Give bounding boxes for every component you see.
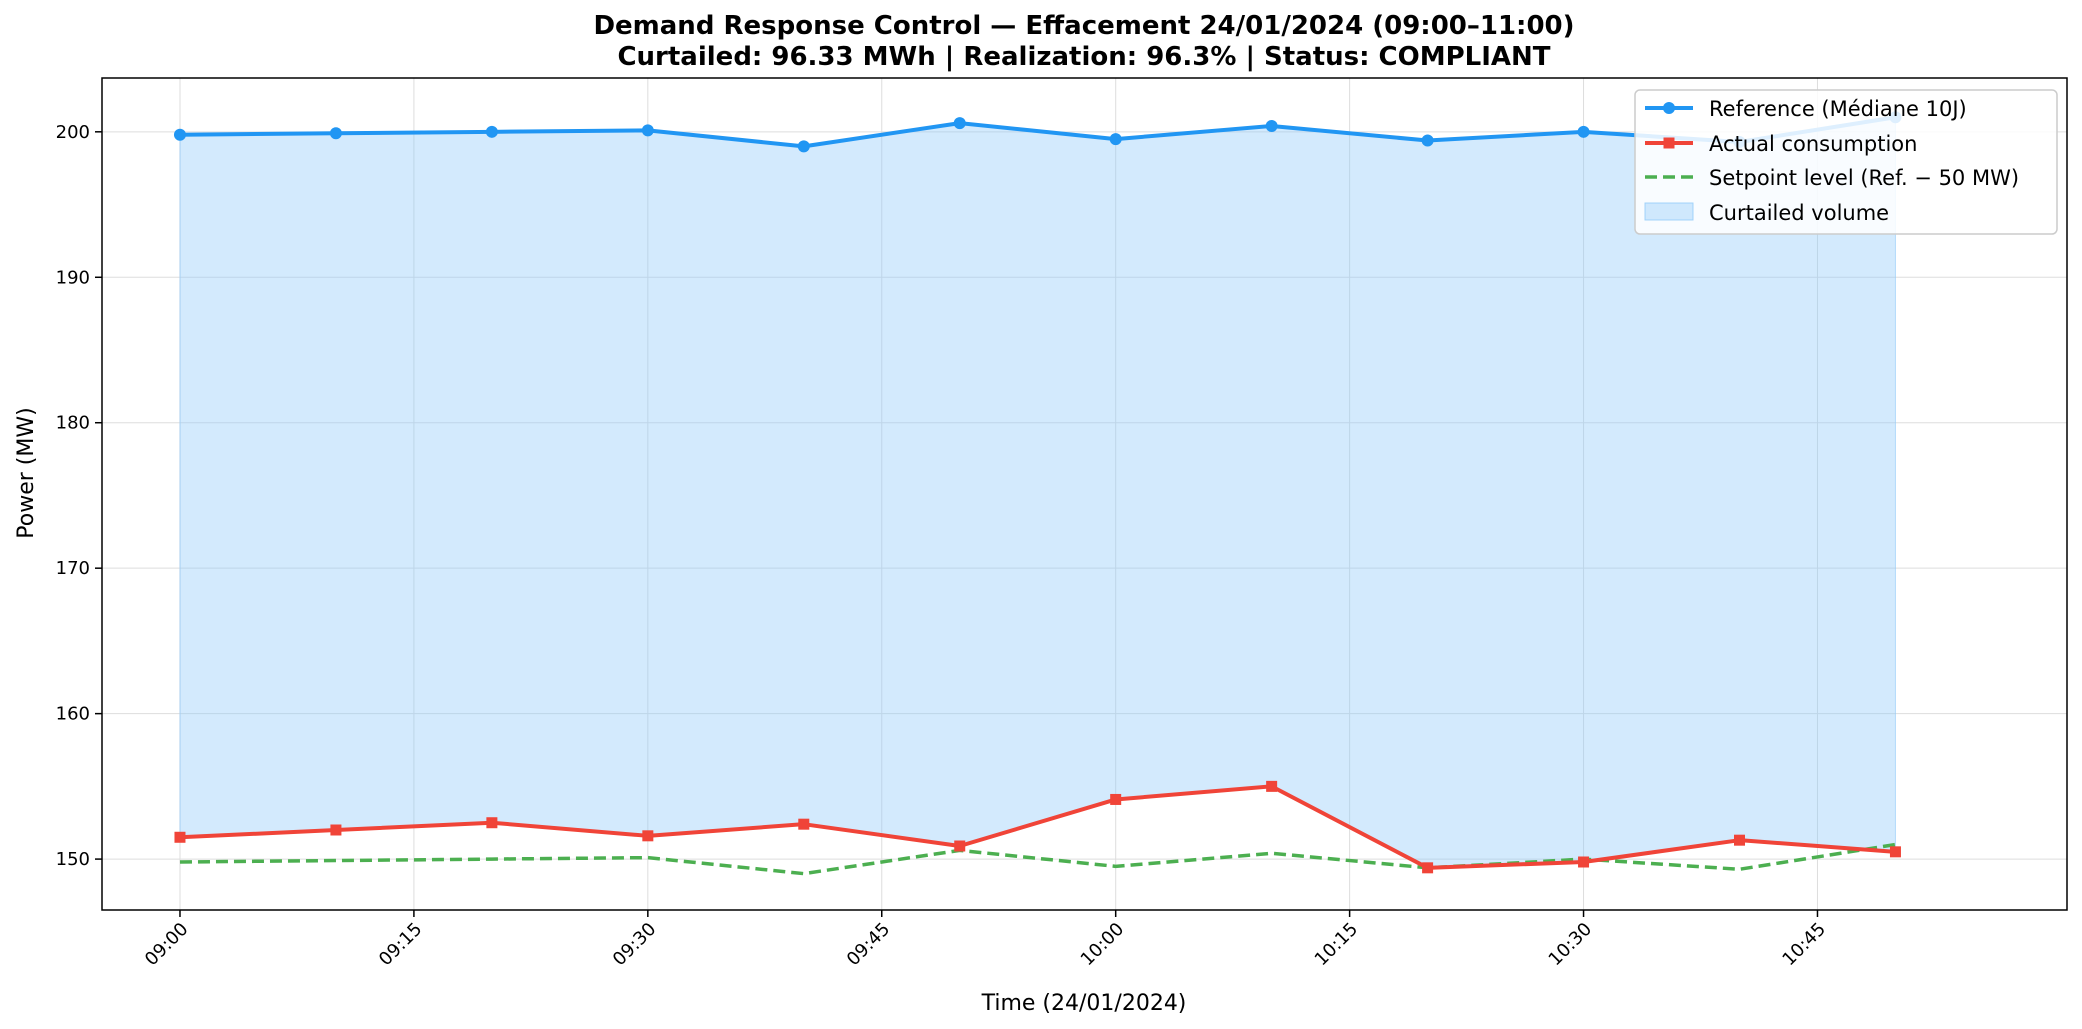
plot-frame [101,77,2068,911]
chart-subtitle: Curtailed: 96.33 MWh | Realization: 96.3… [617,42,1550,72]
legend-entry-actual: Actual consumption [1645,132,1917,156]
y-tick-label-0: 150 [56,849,90,870]
x-axis-ticks: 09:00 09:15 09:30 09:45 10:00 10:15 10:30 10:45 [141,910,1830,970]
x-tick-label-7: 10:45 [1778,919,1830,971]
point-actual-5 [954,840,966,852]
legend-entry-setpoint: Setpoint level (Ref. − 50 MW) [1645,166,2019,190]
legend: Reference (Médiane 10J) Actual consumpti… [1634,89,2058,235]
point-actual-10 [1734,834,1745,846]
point-actual-7 [1266,780,1278,792]
y-tick-label-2: 170 [56,558,90,579]
x-tick-label-2: 09:30 [609,919,661,971]
point-actual-6 [1110,793,1122,805]
point-actual-1 [330,824,342,836]
point-reference-2 [485,125,498,138]
point-actual-3 [642,830,654,842]
point-actual-11 [1889,846,1901,858]
point-reference-4 [797,140,810,153]
legend-swatch-curtailed [1644,202,1694,221]
y-axis-ticks: 150 160 170 180 190 200 [56,122,102,870]
series-line-reference [179,115,1896,149]
legend-entry-curtailed: Curtailed volume [1644,201,1889,225]
point-reference-0 [173,128,186,141]
point-reference-1 [329,127,342,140]
y-tick-label-3: 180 [56,413,90,434]
series-line-actual [179,784,1896,870]
point-actual-2 [486,817,498,829]
point-actual-4 [798,818,810,830]
x-tick-label-4: 10:00 [1077,919,1129,971]
y-tick-label-4: 190 [56,267,90,288]
chart-title: Demand Response Control — Effacement 24/… [593,11,1574,41]
legend-label-setpoint: Setpoint level (Ref. − 50 MW) [1709,166,2019,190]
y-tick-label-5: 200 [56,122,90,143]
legend-entry-reference: Reference (Médiane 10J) [1645,97,1967,121]
y-axis-label: Power (MW) [14,407,39,538]
y-tick-label-1: 160 [56,704,90,725]
point-actual-9 [1578,856,1590,868]
series-reference [173,111,1902,153]
point-reference-8 [1421,134,1434,147]
legend-marker-reference [1663,102,1675,114]
x-tick-label-6: 10:30 [1545,919,1597,971]
point-reference-3 [641,124,654,137]
legend-label-curtailed: Curtailed volume [1709,201,1889,225]
legend-marker-actual [1663,137,1675,149]
x-tick-label-3: 09:45 [843,919,895,971]
x-tick-label-5: 10:15 [1311,919,1363,971]
point-reference-7 [1265,120,1278,132]
series [173,111,1902,876]
point-reference-5 [953,117,966,130]
point-reference-6 [1109,133,1122,146]
point-reference-9 [1577,125,1590,138]
x-tick-label-0: 09:00 [141,919,193,971]
x-axis-label: Time (24/01/2024) [981,991,1187,1016]
x-tick-label-1: 09:15 [375,919,427,971]
legend-label-actual: Actual consumption [1709,132,1917,156]
legend-label-reference: Reference (Médiane 10J) [1709,97,1967,121]
point-actual-0 [174,831,186,843]
series-actual [174,780,1901,874]
point-actual-8 [1422,862,1434,874]
legend-box [1634,89,2058,235]
